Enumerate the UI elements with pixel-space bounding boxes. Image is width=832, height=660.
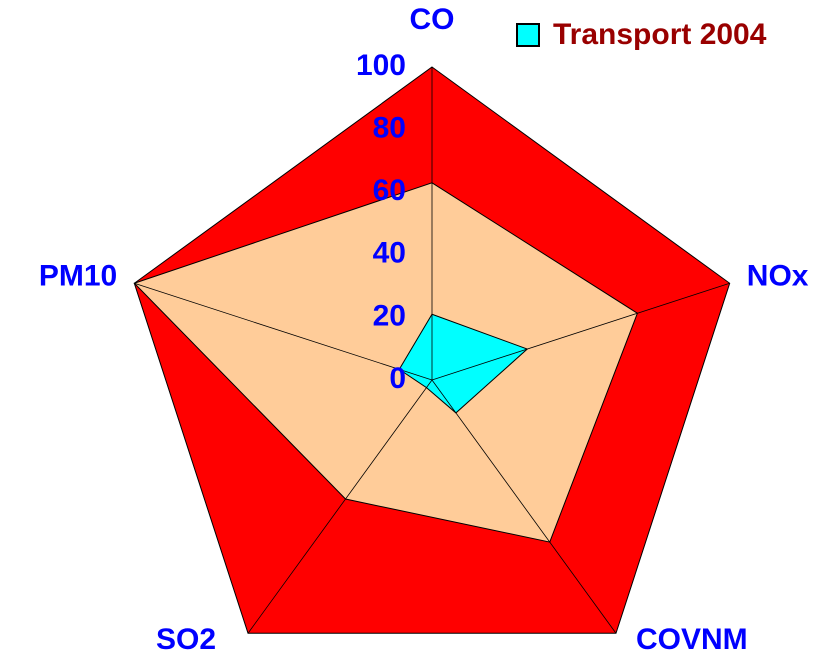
category-label: NOx	[747, 260, 809, 293]
category-label: PM10	[39, 260, 117, 293]
legend-label: Transport 2004	[553, 18, 767, 51]
category-label: CO	[410, 3, 455, 36]
category-label: COVNM	[636, 623, 748, 656]
spoke	[431, 282, 730, 381]
y-tick-label: 20	[373, 299, 406, 332]
spoke	[431, 379, 617, 634]
radar-area	[398, 313, 529, 414]
spoke	[134, 282, 433, 381]
y-tick-label: 60	[373, 174, 406, 207]
y-tick-label: 0	[389, 362, 406, 395]
y-tick-label: 80	[373, 112, 406, 145]
y-tick-label: 100	[356, 49, 406, 82]
legend-swatch	[516, 23, 540, 47]
category-label: SO2	[156, 623, 216, 656]
y-tick-label: 40	[373, 237, 406, 270]
spoke	[247, 379, 433, 634]
radar-area	[133, 182, 639, 543]
